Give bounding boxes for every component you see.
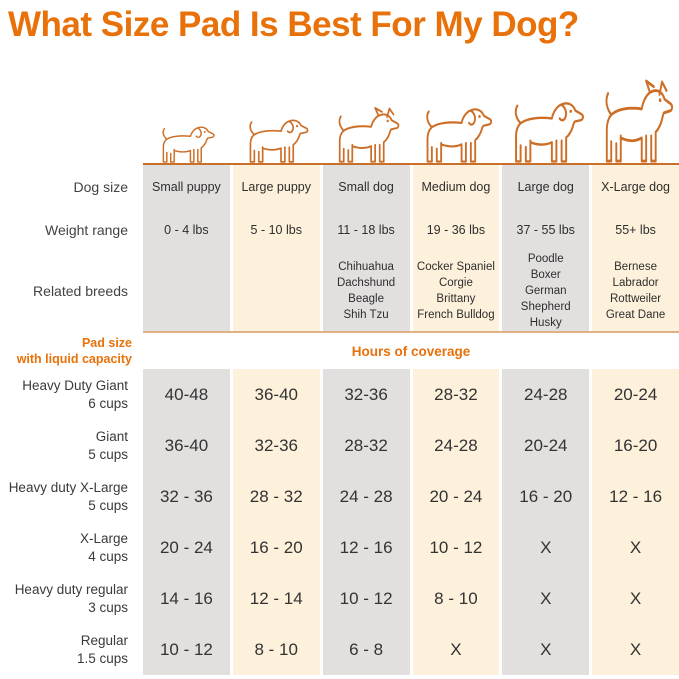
pad-capacity: 3 cups	[88, 599, 128, 615]
dog-icon	[249, 119, 309, 163]
hours-cell: 14 - 16	[143, 573, 230, 624]
hours-cell: 20 - 24	[143, 522, 230, 573]
column-header: Small puppy	[143, 165, 230, 209]
hours-cell: 28 - 32	[232, 471, 320, 522]
hours-cell: X	[502, 573, 590, 624]
hours-cell: 20 - 24	[412, 471, 500, 522]
size-chart: Dog size Small puppy Large puppy Small d…	[0, 58, 679, 675]
pad-size-header: Pad size with liquid capacity	[0, 333, 140, 369]
pad-capacity: 5 cups	[88, 446, 128, 462]
hours-cell: 28-32	[412, 369, 500, 420]
hours-cell: 8 - 10	[232, 624, 320, 675]
weight-cell: 19 - 36 lbs	[412, 209, 500, 251]
dogs-row-spacer	[0, 58, 140, 163]
hours-cell: 6 - 8	[322, 624, 410, 675]
breeds-cell: Bernese Labrador Rottweiler Great Dane	[592, 251, 679, 331]
dog-illustration-cell	[322, 58, 410, 163]
weight-cell: 0 - 4 lbs	[143, 209, 230, 251]
dog-icon	[162, 126, 216, 163]
hours-cell: X	[412, 624, 500, 675]
column-header: Large dog	[502, 165, 590, 209]
hours-cell: X	[502, 624, 590, 675]
pad-row-label: Heavy Duty Giant 6 cups	[0, 369, 140, 420]
dog-icon	[514, 102, 584, 163]
hours-cell: 10 - 12	[322, 573, 410, 624]
pad-capacity: 6 cups	[88, 395, 128, 411]
hours-cell: 16 - 20	[502, 471, 590, 522]
hours-cell: 20-24	[592, 369, 679, 420]
pad-name: Heavy duty regular	[14, 581, 128, 597]
breeds-cell: Poodle Boxer German Shepherd Husky	[502, 251, 590, 331]
pad-capacity: 4 cups	[88, 548, 128, 564]
row-label-weight-range: Weight range	[44, 222, 128, 238]
column-header: Medium dog	[412, 165, 500, 209]
dog-illustration-cell	[592, 58, 679, 163]
dog-illustration-cell	[143, 58, 230, 163]
weight-cell: 37 - 55 lbs	[502, 209, 590, 251]
row-label-dog-size: Dog size	[73, 179, 128, 195]
dog-illustration-cell	[232, 58, 320, 163]
pad-capacity: 5 cups	[88, 497, 128, 513]
hours-cell: 8 - 10	[412, 573, 500, 624]
weight-cell: 55+ lbs	[592, 209, 679, 251]
weight-cell: 11 - 18 lbs	[322, 209, 410, 251]
hours-cell: X	[592, 522, 679, 573]
hours-cell: 10 - 12	[143, 624, 230, 675]
pad-row-label: Heavy duty X-Large 5 cups	[0, 471, 140, 522]
hours-cell: 16-20	[592, 420, 679, 471]
hours-cell: 28-32	[322, 420, 410, 471]
hours-cell: 36-40	[232, 369, 320, 420]
hours-cell: 12 - 14	[232, 573, 320, 624]
pad-name: Heavy duty X-Large	[8, 479, 128, 495]
hours-cell: X	[592, 624, 679, 675]
column-header: Small dog	[322, 165, 410, 209]
hours-cell: X	[502, 522, 590, 573]
hours-cell: 20-24	[502, 420, 590, 471]
page-title: What Size Pad Is Best For My Dog?	[8, 5, 579, 44]
dog-illustration-cell	[412, 58, 500, 163]
breeds-cell	[143, 251, 230, 331]
hours-cell: 16 - 20	[232, 522, 320, 573]
pad-name: Regular	[80, 632, 128, 648]
hours-cell: 24-28	[502, 369, 590, 420]
hours-cell: 40-48	[143, 369, 230, 420]
hours-cell: X	[592, 573, 679, 624]
row-label-related-breeds: Related breeds	[33, 283, 128, 299]
pad-row-label: X-Large 4 cups	[0, 522, 140, 573]
pad-row-label: Regular 1.5 cups	[0, 624, 140, 675]
dog-icon	[338, 106, 400, 163]
dog-icon	[605, 79, 673, 163]
pad-capacity: 1.5 cups	[76, 650, 128, 666]
hours-of-coverage-header: Hours of coverage	[143, 333, 679, 369]
column-header: Large puppy	[232, 165, 320, 209]
hours-cell: 32 - 36	[143, 471, 230, 522]
pad-name: Giant	[95, 428, 128, 444]
hours-cell: 32-36	[322, 369, 410, 420]
pad-name: Heavy Duty Giant	[22, 377, 128, 393]
pad-row-label: Heavy duty regular 3 cups	[0, 573, 140, 624]
column-header: X-Large dog	[592, 165, 679, 209]
pad-name: X-Large	[79, 530, 128, 546]
dog-icon	[426, 108, 492, 163]
dog-illustration-cell	[502, 58, 590, 163]
hours-cell: 36-40	[143, 420, 230, 471]
weight-cell: 5 - 10 lbs	[232, 209, 320, 251]
hours-cell: 32-36	[232, 420, 320, 471]
breeds-cell: Cocker Spaniel Corgie Brittany French Bu…	[412, 251, 500, 331]
section-divider	[143, 331, 679, 333]
hours-cell: 12 - 16	[322, 522, 410, 573]
ground-line	[143, 163, 679, 165]
pad-row-label: Giant 5 cups	[0, 420, 140, 471]
breeds-cell: Chihuahua Dachshund Beagle Shih Tzu	[322, 251, 410, 331]
hours-cell: 12 - 16	[592, 471, 679, 522]
breeds-cell	[232, 251, 320, 331]
hours-cell: 10 - 12	[412, 522, 500, 573]
hours-cell: 24-28	[412, 420, 500, 471]
hours-cell: 24 - 28	[322, 471, 410, 522]
